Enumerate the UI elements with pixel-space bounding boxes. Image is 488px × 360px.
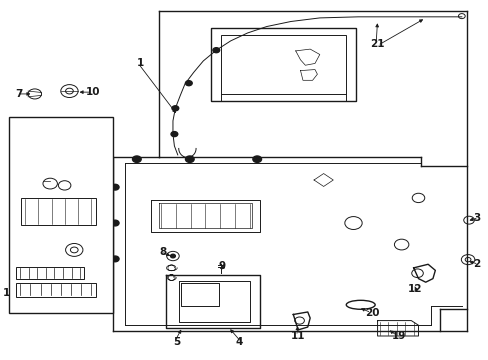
Circle shape — [172, 106, 179, 111]
Text: 1: 1 — [137, 58, 144, 68]
Text: 12: 12 — [407, 284, 421, 294]
Text: 11: 11 — [290, 331, 305, 341]
Circle shape — [171, 132, 178, 136]
Text: 13: 13 — [18, 153, 32, 163]
Text: 7: 7 — [15, 89, 23, 99]
Bar — [21, 198, 96, 225]
Text: 17: 17 — [46, 180, 61, 190]
Text: 14: 14 — [77, 229, 91, 239]
Circle shape — [132, 156, 141, 162]
Bar — [17, 283, 96, 297]
Circle shape — [252, 156, 261, 162]
Text: 2: 2 — [472, 259, 479, 269]
Bar — [17, 267, 84, 279]
Text: 4: 4 — [235, 337, 243, 347]
Text: 19: 19 — [391, 331, 406, 341]
Text: 20: 20 — [365, 308, 379, 318]
Text: 9: 9 — [218, 261, 225, 271]
Text: 15: 15 — [3, 288, 18, 298]
Text: 18: 18 — [77, 265, 91, 275]
Circle shape — [111, 184, 119, 190]
Text: 10: 10 — [86, 87, 101, 97]
Circle shape — [185, 81, 192, 86]
Circle shape — [212, 48, 219, 53]
Text: 6: 6 — [33, 141, 40, 151]
Circle shape — [111, 256, 119, 262]
Text: 5: 5 — [173, 337, 180, 347]
Circle shape — [185, 156, 194, 162]
Circle shape — [170, 254, 175, 258]
Text: 16: 16 — [60, 301, 74, 311]
Circle shape — [111, 220, 119, 226]
Bar — [9, 117, 113, 313]
Text: 3: 3 — [472, 213, 479, 222]
Text: 8: 8 — [159, 247, 166, 257]
Text: 21: 21 — [369, 39, 384, 49]
